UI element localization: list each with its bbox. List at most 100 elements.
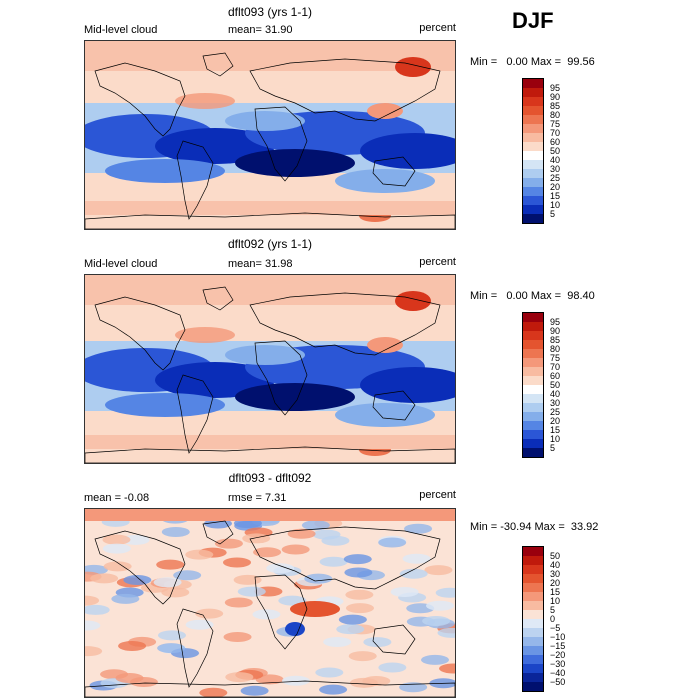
colorbar-swatch — [523, 79, 543, 88]
colorbar-swatch — [523, 331, 543, 340]
colorbar-tick-label: 0 — [550, 613, 556, 624]
colorbar-tick-label: 10 — [550, 433, 561, 444]
colorbar-swatch — [523, 556, 543, 565]
colorbar-tick-label: 15 — [550, 586, 561, 597]
season-label: DJF — [512, 8, 554, 33]
panel-1-map — [84, 40, 456, 230]
colorbar-tick-label: 50 — [550, 550, 561, 561]
panel-1-mean: mean= 31.90 — [228, 24, 293, 36]
colorbar-swatch — [523, 97, 543, 106]
colorbar-tick-label: 50 — [550, 379, 561, 390]
colorbar-swatch — [523, 340, 543, 349]
colorbar-tick-label: 40 — [550, 559, 561, 570]
panel-3-map — [84, 508, 456, 698]
colorbar-swatch — [523, 637, 543, 646]
colorbar-tick-label: 80 — [550, 109, 561, 120]
colorbar-swatch — [523, 205, 543, 214]
colorbar-swatch — [523, 133, 543, 142]
panel-1-units: percent — [419, 22, 456, 34]
panel-3-colorbar: 50 40 30 20 15 10 5 0 −5 −10 −15 −20 −30 −40 −50 — [522, 546, 565, 692]
colorbar-swatch — [523, 358, 543, 367]
colorbar-swatch — [523, 592, 543, 601]
colorbar-tick-label: −40 — [550, 667, 566, 678]
colorbar-tick-label: 20 — [550, 415, 561, 426]
colorbar-swatch — [523, 448, 543, 457]
colorbar-swatch — [523, 313, 543, 322]
colorbar-tick-label: 20 — [550, 577, 561, 588]
colorbar-swatch — [523, 214, 543, 223]
colorbar-tick-label: 15 — [550, 190, 561, 201]
panel-2-mean: mean= 31.98 — [228, 258, 293, 270]
colorbar-swatch — [523, 673, 543, 682]
panel-1-map-image — [85, 41, 455, 229]
colorbar-swatch — [523, 421, 543, 430]
panel-1-field-label: Mid-level cloud — [84, 24, 158, 36]
colorbar-swatch — [523, 628, 543, 637]
colorbar-tick-label: −15 — [550, 640, 566, 651]
colorbar-tick-label: −5 — [550, 622, 561, 633]
colorbar-swatch — [523, 376, 543, 385]
colorbar-tick-label: 50 — [550, 145, 561, 156]
colorbar-swatch — [523, 106, 543, 115]
colorbar-swatch — [523, 565, 543, 574]
colorbar-swatch — [523, 394, 543, 403]
colorbar-tick-label: −10 — [550, 631, 566, 642]
colorbar-tick-label: −20 — [550, 649, 566, 660]
colorbar-tick-label: 85 — [550, 100, 561, 111]
panel-1-colorbar: 95 90 85 80 75 70 60 50 40 30 25 20 15 10 5 — [522, 78, 560, 224]
panel-2-colorbar: 95 90 85 80 75 70 60 50 40 30 25 20 15 10 5 — [522, 312, 560, 458]
colorbar-swatch — [523, 583, 543, 592]
colorbar-swatch — [523, 682, 543, 691]
panel-2-map — [84, 274, 456, 464]
colorbar-swatch — [523, 619, 543, 628]
colorbar-tick-label: 70 — [550, 361, 561, 372]
colorbar-tick-label: 30 — [550, 568, 561, 579]
panel-2-title: dflt092 (yrs 1-1) — [227, 237, 313, 251]
colorbar-swatch — [523, 547, 543, 556]
colorbar-tick-label: 70 — [550, 127, 561, 138]
colorbar-tick-label: 15 — [550, 424, 561, 435]
panel-2-min-max: Min = 0.00 Max = 98.40 — [470, 290, 595, 302]
colorbar-swatch — [523, 664, 543, 673]
colorbar-swatch — [523, 367, 543, 376]
colorbar-swatch — [523, 124, 543, 133]
colorbar-swatch — [523, 610, 543, 619]
colorbar-swatch — [523, 322, 543, 331]
panel-1-min-max: Min = 0.00 Max = 99.56 — [470, 56, 595, 68]
colorbar-tick-label: 95 — [550, 316, 561, 327]
colorbar-tick-label: 95 — [550, 82, 561, 93]
colorbar-swatch — [523, 646, 543, 655]
colorbar-swatch — [523, 88, 543, 97]
colorbar-swatch — [523, 151, 543, 160]
colorbar-tick-label: 20 — [550, 181, 561, 192]
colorbar-tick-label: 90 — [550, 325, 561, 336]
colorbar-tick-label: 40 — [550, 388, 561, 399]
colorbar-tick-label: 25 — [550, 406, 561, 417]
colorbar-tick-label: 10 — [550, 199, 561, 210]
colorbar-tick-label: 90 — [550, 91, 561, 102]
colorbar-swatch — [523, 142, 543, 151]
colorbar-tick-label: 25 — [550, 172, 561, 183]
colorbar-swatch — [523, 160, 543, 169]
colorbar-swatch — [523, 412, 543, 421]
colorbar-swatch — [523, 574, 543, 583]
colorbar-tick-label: 5 — [550, 442, 556, 453]
colorbar-tick-label: 60 — [550, 370, 561, 381]
colorbar-tick-label: 40 — [550, 154, 561, 165]
colorbar-swatch — [523, 655, 543, 664]
colorbar-swatch — [523, 187, 543, 196]
panel-3-title: dflt093 - dflt092 — [228, 471, 312, 485]
panel-2-field-label: Mid-level cloud — [84, 258, 158, 270]
panel-1-title: dflt093 (yrs 1-1) — [227, 5, 313, 19]
colorbar-swatch — [523, 601, 543, 610]
colorbar-swatch — [523, 196, 543, 205]
panel-2-units: percent — [419, 256, 456, 268]
colorbar-tick-label: 60 — [550, 136, 561, 147]
colorbar-tick-label: 30 — [550, 397, 561, 408]
colorbar-swatch — [523, 178, 543, 187]
colorbar-swatch — [523, 169, 543, 178]
colorbar-swatch — [523, 385, 543, 394]
colorbar-tick-label: 10 — [550, 595, 561, 606]
panel-3-mean: mean = -0.08 — [84, 492, 150, 504]
colorbar-tick-label: 5 — [550, 208, 556, 219]
